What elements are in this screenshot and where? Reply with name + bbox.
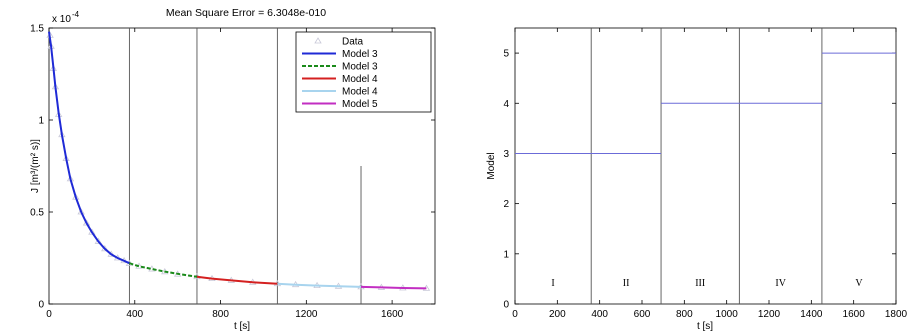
right-y-tick-label: 5: [503, 49, 509, 60]
left-x-tick-label: 1600: [381, 309, 404, 320]
data-point: [82, 219, 91, 226]
region-label: III: [695, 278, 705, 289]
legend-label: Model 3: [342, 62, 378, 73]
region-label: II: [623, 278, 630, 289]
left-ticks: 0 400 800 1200 1600 0 0.5 1 1.5: [30, 24, 435, 320]
left-plot-area: [48, 27, 436, 305]
right-x-tick-label: 400: [591, 309, 608, 320]
right-x-tick-label: 200: [549, 309, 566, 320]
right-y-tick-label: 1: [503, 249, 509, 260]
left-x-tick-label: 1200: [295, 309, 318, 320]
region-label: I: [551, 278, 554, 289]
right-x-tick-label: 600: [634, 309, 651, 320]
right-y-tick-label: 2: [503, 199, 509, 210]
left-vertical-lines: [128, 28, 362, 304]
left-y-multiplier-exponent: -4: [72, 10, 80, 19]
region-label: V: [855, 278, 863, 289]
left-y-axis-label: J [m³/(m² s)]: [30, 139, 41, 193]
right-region-labels: I II III IV V: [551, 278, 863, 289]
left-x-axis-label: t [s]: [234, 321, 250, 332]
left-x-tick-label: 0: [46, 309, 52, 320]
left-x-tick-label: 400: [126, 309, 143, 320]
legend-label: Model 5: [342, 99, 378, 110]
right-x-axis-label: t [s]: [697, 321, 713, 332]
right-x-tick-label: 1800: [885, 309, 908, 320]
right-model-segments: [515, 52, 896, 154]
right-x-tick-label: 800: [676, 309, 693, 320]
right-y-tick-label: 4: [503, 99, 509, 110]
right-x-tick-label: 1000: [716, 309, 739, 320]
right-y-tick-label: 0: [503, 300, 509, 311]
right-x-tick-label: 1200: [758, 309, 781, 320]
model-series-line-2: [129, 262, 198, 278]
legend-label: Model 4: [342, 87, 378, 98]
left-y-tick-label: 1.5: [30, 24, 44, 35]
right-y-axis-label: Model: [486, 152, 497, 179]
left-chart-title: Mean Square Error = 6.3048e-010: [166, 7, 326, 19]
left-y-tick-label: 0: [38, 300, 44, 311]
left-plot-frame: [48, 27, 436, 305]
right-y-tick-label: 3: [503, 149, 509, 160]
left-y-tick-label: 1: [38, 116, 44, 127]
right-ticks: 0 200 400 600 800 1000 1200 1400 1600 1800 0 1 2 3 4 5: [503, 28, 908, 320]
left-x-tick-label: 800: [212, 309, 229, 320]
model-series-line-1: [48, 31, 130, 265]
model-series-line-5: [360, 285, 427, 290]
left-model-series: [48, 31, 427, 290]
legend-label: Data: [342, 37, 364, 48]
left-y-tick-label: 0.5: [30, 208, 44, 219]
legend-label: Model 3: [342, 49, 378, 60]
model-series-line-4: [277, 282, 362, 288]
right-x-tick-label: 1400: [800, 309, 823, 320]
legend-box: [295, 31, 432, 113]
legend-data-marker: [314, 37, 322, 44]
right-vertical-lines: [590, 28, 823, 304]
legend-label: Model 4: [342, 74, 378, 85]
right-x-tick-label: 1600: [843, 309, 866, 320]
left-y-multiplier: x 10 -4: [52, 10, 80, 25]
right-plot-frame: [514, 27, 897, 305]
region-label: IV: [775, 278, 786, 289]
left-chart: Mean Square Error = 6.3048e-010 x 10 -4 …: [30, 7, 436, 332]
left-y-multiplier-base: x 10: [52, 14, 71, 25]
model-series-line-3: [196, 275, 278, 285]
right-chart: 0 200 400 600 800 1000 1200 1400 1600 1800012345 …: [486, 27, 908, 332]
right-x-tick-label: 0: [512, 309, 518, 320]
data-point: [88, 228, 96, 235]
